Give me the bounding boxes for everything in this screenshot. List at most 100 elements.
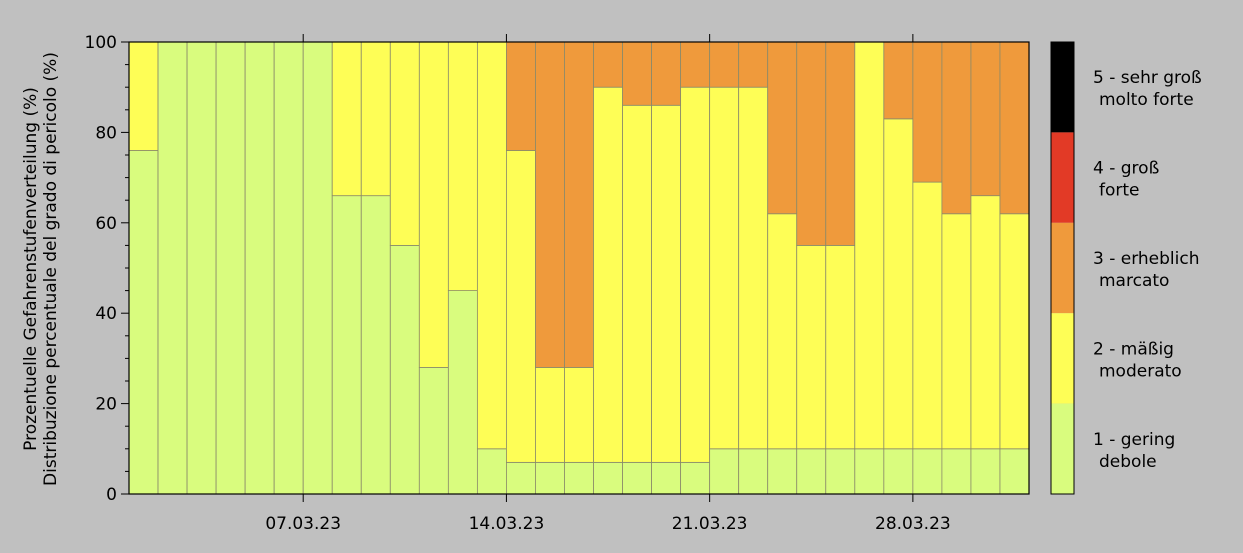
bar-segment-level-3 [970,41,1001,197]
bar-segment-level-2 [476,41,507,450]
bar-segment-level-1 [186,41,217,495]
bar-segment-level-1 [273,41,304,495]
bar-segment-level-1 [999,448,1030,495]
bar-segment-level-2 [447,41,478,292]
bar-segment-level-1 [854,448,885,495]
bars-group [128,41,1030,495]
bar-segment-level-1 [564,461,594,495]
bar-segment-level-1 [331,195,362,495]
bar-segment-level-3 [535,41,565,368]
legend-swatch [1051,42,1074,133]
legend-frame [1050,41,1075,495]
y-axis-title-german: Prozentuelle Gefahrenstufenverteilung (%… [21,87,41,451]
bar-segment-level-3 [999,41,1030,215]
bar-segment-level-2 [709,86,740,450]
bar-segment-level-1 [535,461,565,495]
bar-segment-level-1 [447,290,478,495]
bar-segment-level-1 [360,195,391,495]
bar-segment-level-3 [506,41,536,151]
bar-segment-level-3 [680,41,711,88]
legend-swatch [1051,313,1074,404]
bar-segment-level-3 [651,41,682,106]
bar-segment-level-1 [912,448,943,495]
bar-segment-level-1 [157,41,188,495]
bar-segment-level-2 [389,41,420,246]
axes-group: 0 20 40 60 80 100 07.03.23 14.03.23 21.03.23 28.0… [85,33,1030,534]
legend-label-line2: molto forte [1099,90,1194,110]
bar-segment-level-2 [854,41,885,450]
bar-segment-level-2 [825,244,856,450]
legend-label-line1: 2 - mäßig [1093,339,1174,359]
bar-segment-level-2 [738,86,769,450]
bar-segment-level-1 [622,461,652,495]
bar-segment-level-1 [883,448,914,495]
legend-label-line1: 5 - sehr groß [1093,68,1202,88]
legend-swatch [1051,222,1074,314]
bar-segment-level-2 [767,213,798,450]
x-tick-label: 07.03.23 [265,514,341,534]
bar-segment-level-1 [128,150,159,495]
bar-segment-level-2 [128,41,159,151]
bar-segment-level-2 [941,213,972,450]
bar-segment-level-1 [389,244,420,495]
bar-segment-level-2 [680,86,711,463]
bar-segment-level-1 [796,448,827,495]
bar-segment-level-1 [680,461,711,495]
legend-swatch [1051,403,1074,494]
legend-label-line1: 3 - erheblich [1093,249,1200,269]
bar-segment-level-3 [883,41,914,120]
bar-segment-level-3 [709,41,740,88]
bar-segment-level-1 [418,367,449,495]
bar-segment-level-3 [564,41,594,368]
bar-segment-level-3 [593,41,623,88]
y-tick-label: 0 [106,485,117,505]
bar-segment-level-1 [941,448,972,495]
bar-segment-level-1 [476,448,507,495]
bar-segment-level-3 [622,41,652,106]
y-tick-label: 100 [85,33,117,53]
bar-segment-level-3 [825,41,856,246]
bar-segment-level-1 [970,448,1001,495]
legend-label-line2: marcato [1099,271,1169,291]
x-tick-label: 28.03.23 [875,514,951,534]
x-tick-label: 21.03.23 [672,514,748,534]
bar-segment-level-1 [215,41,246,495]
bar-segment-level-1 [767,448,798,495]
bar-segment-level-3 [796,41,827,246]
bar-segment-level-2 [883,118,914,450]
bar-segment-level-1 [244,41,275,495]
legend-label-line2: moderato [1099,361,1182,381]
y-tick-label: 40 [95,304,117,324]
bar-segment-level-3 [767,41,798,215]
bar-segment-level-1 [302,41,333,495]
y-tick-label: 20 [95,395,117,415]
legend-label-line1: 1 - gering [1093,430,1175,450]
bar-segment-level-2 [360,41,391,197]
legend-label-line1: 4 - groß [1093,159,1159,179]
bar-segment-level-1 [709,448,740,495]
bar-segment-level-2 [506,150,536,463]
bar-segment-level-2 [912,181,943,450]
bar-segment-level-2 [651,104,682,463]
legend-label-line2: forte [1099,181,1140,201]
y-tick-label: 60 [95,214,117,234]
bar-segment-level-2 [564,367,594,463]
legend-swatch [1051,132,1074,223]
bar-segment-level-1 [651,461,682,495]
bar-segment-level-3 [912,41,943,183]
bar-segment-level-2 [331,41,362,197]
bar-segment-level-3 [738,41,769,88]
bar-segment-level-3 [941,41,972,215]
bar-segment-level-1 [825,448,856,495]
bar-segment-level-2 [970,195,1001,450]
bar-segment-level-2 [796,244,827,450]
bar-segment-level-1 [593,461,623,495]
bar-segment-level-2 [999,213,1030,450]
legend-label-line2: debole [1099,452,1157,472]
bar-segment-level-2 [593,86,623,463]
bar-segment-level-2 [535,367,565,463]
bar-segment-level-1 [738,448,769,495]
x-tick-label: 14.03.23 [469,514,545,534]
